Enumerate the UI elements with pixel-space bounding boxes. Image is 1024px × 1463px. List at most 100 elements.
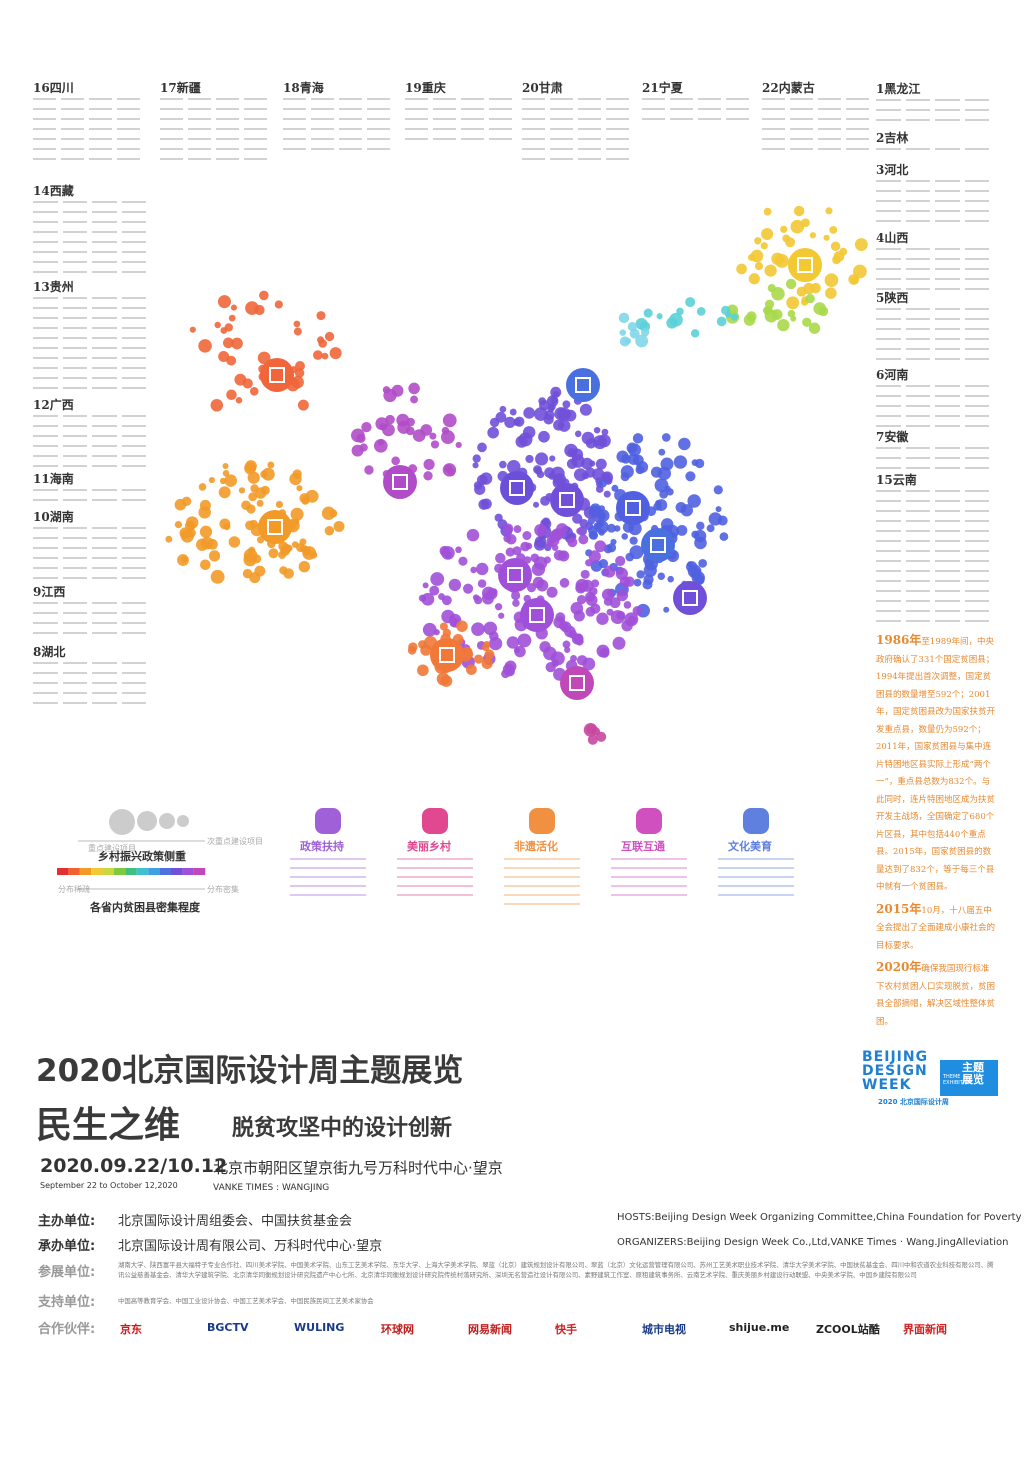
text-filler — [964, 530, 989, 532]
province-title: 4山西 — [876, 231, 909, 245]
text-filler — [550, 138, 573, 140]
map-dot — [566, 458, 578, 470]
map-dot — [208, 550, 221, 562]
map-dot — [575, 637, 584, 646]
text-filler — [92, 337, 117, 339]
text-filler — [244, 138, 267, 140]
map-dot — [625, 552, 635, 562]
map-dot — [833, 251, 845, 262]
map-dot — [196, 538, 209, 551]
map-dot — [825, 287, 837, 299]
map-dot — [278, 550, 287, 559]
map-dot — [764, 299, 775, 309]
map-hub-icon — [625, 500, 641, 516]
map-dot — [593, 426, 601, 434]
map-dot — [628, 521, 642, 536]
map-dot — [333, 520, 345, 532]
text-filler — [92, 251, 117, 253]
text-filler — [876, 395, 901, 397]
text-filler — [405, 108, 428, 110]
partner-logo: ZCOOL站酷 — [816, 1323, 880, 1336]
map-dot — [549, 529, 562, 542]
text-filler — [62, 672, 87, 674]
text-filler — [935, 190, 960, 192]
map-dot — [418, 594, 427, 602]
text-filler — [160, 118, 183, 120]
text-filler — [367, 108, 390, 110]
text-filler — [433, 108, 456, 110]
text-filler — [905, 467, 930, 469]
text-filler — [62, 367, 87, 369]
text-filler — [935, 510, 960, 512]
text-filler — [121, 577, 146, 579]
category-desc-filler — [397, 885, 473, 887]
map-dot — [471, 622, 485, 636]
text-filler — [964, 415, 989, 417]
text-filler — [33, 567, 58, 569]
map-dot — [479, 472, 493, 485]
text-filler — [876, 328, 901, 330]
text-filler — [367, 148, 390, 150]
map-dot — [444, 550, 453, 559]
map-dot — [748, 273, 760, 285]
text-filler — [964, 318, 989, 320]
map-dot — [588, 586, 598, 596]
text-filler — [935, 268, 960, 270]
text-filler — [935, 278, 960, 280]
text-filler — [935, 620, 960, 622]
map-dot — [472, 454, 481, 463]
map-dot — [385, 414, 395, 425]
text-filler — [121, 211, 146, 213]
map-dot — [179, 527, 191, 539]
text-filler — [935, 385, 960, 387]
map-dot — [562, 640, 571, 649]
text-filler — [876, 580, 901, 582]
text-filler — [33, 612, 58, 614]
text-filler — [905, 278, 930, 280]
map-dot — [422, 622, 437, 637]
text-filler — [935, 99, 960, 101]
map-dot — [618, 312, 630, 324]
text-filler — [62, 425, 87, 427]
text-filler — [550, 128, 573, 130]
map-dot — [512, 599, 520, 607]
map-dot — [377, 439, 385, 446]
map-dot — [525, 454, 534, 464]
text-filler — [33, 98, 56, 100]
text-filler — [62, 435, 87, 437]
map-dot — [473, 481, 483, 490]
text-filler — [964, 550, 989, 552]
text-filler — [790, 138, 813, 140]
map-dot — [743, 314, 756, 326]
text-filler — [92, 577, 117, 579]
text-filler — [62, 251, 87, 253]
text-filler — [935, 119, 960, 121]
text-filler — [367, 118, 390, 120]
legend-title: 各省内贫困县密集程度 — [90, 901, 200, 914]
text-filler — [964, 248, 989, 250]
map-dot — [628, 615, 637, 625]
map-dot — [760, 242, 768, 250]
map-dot — [626, 442, 638, 454]
text-filler — [216, 158, 239, 160]
map-dot — [243, 552, 257, 567]
map-dot — [274, 300, 283, 309]
map-dot — [224, 474, 237, 487]
map-dot — [506, 636, 520, 649]
province-title: 18青海 — [283, 81, 324, 95]
map-dot — [359, 443, 368, 452]
map-dot — [777, 318, 790, 332]
map-dot — [601, 588, 615, 601]
text-filler — [121, 327, 146, 329]
text-filler — [92, 537, 117, 539]
text-filler — [846, 98, 869, 100]
text-filler — [905, 109, 930, 111]
text-filler — [935, 467, 960, 469]
map-dot — [721, 305, 731, 315]
text-filler — [33, 692, 58, 694]
text-filler — [762, 98, 785, 100]
text-filler — [121, 425, 146, 427]
text-filler — [117, 98, 140, 100]
text-filler — [461, 118, 484, 120]
